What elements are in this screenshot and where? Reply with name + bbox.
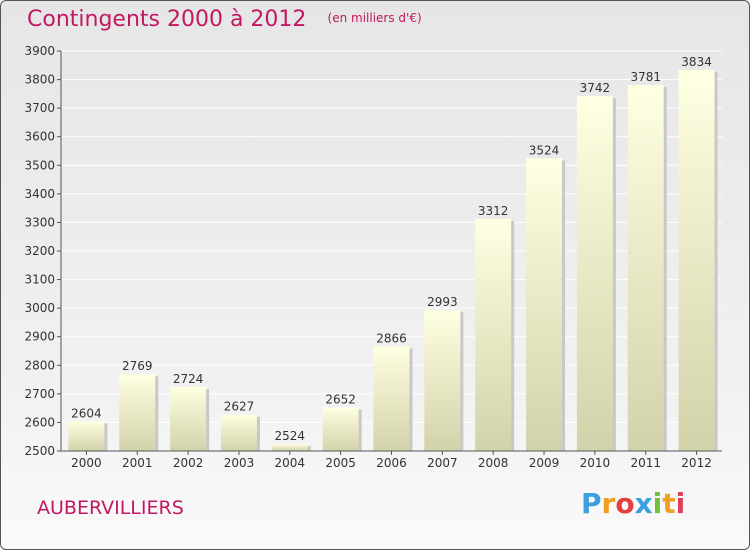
x-tick-label: 2005 xyxy=(325,456,356,470)
axis-layer: 2500 2600 2700 2800 2900 3000 3100 3200 3300 3400… xyxy=(24,44,722,470)
data-label: 3524 xyxy=(529,143,560,157)
data-label: 2993 xyxy=(427,295,458,309)
y-tick-label: 3900 xyxy=(24,44,55,58)
x-tick-label: 2006 xyxy=(376,456,407,470)
data-label: 2652 xyxy=(325,393,356,407)
data-label: 3742 xyxy=(580,81,611,95)
chart-subtitle: (en milliers d'€) xyxy=(327,11,422,25)
bar-2003 xyxy=(220,414,257,451)
bar-2000 xyxy=(68,421,105,451)
y-tick-label: 3100 xyxy=(24,273,55,287)
data-label: 3781 xyxy=(630,70,661,84)
y-tick-label: 3700 xyxy=(24,101,55,115)
y-tick-label: 2600 xyxy=(24,415,55,429)
x-tick-label: 2000 xyxy=(71,456,102,470)
x-tick-label: 2010 xyxy=(580,456,611,470)
bar-2010 xyxy=(576,96,613,452)
y-tick-label: 3800 xyxy=(24,73,55,87)
x-tick-label: 2001 xyxy=(122,456,153,470)
bar-2012 xyxy=(678,69,715,451)
city-name: AUBERVILLIERS xyxy=(37,497,184,519)
y-tick-label: 2500 xyxy=(24,444,55,458)
logo-letter: o xyxy=(615,487,635,520)
x-tick-label: 2004 xyxy=(275,456,306,470)
y-tick-label: 3500 xyxy=(24,158,55,172)
bar-2005 xyxy=(322,407,359,451)
bar-2001 xyxy=(119,374,156,451)
data-label: 2524 xyxy=(275,429,306,443)
bar-2002 xyxy=(170,387,207,451)
data-label: 3312 xyxy=(478,204,509,218)
label-layer: 2604 2769 2724 2627 2524 2652 2866 2993 3312 3524… xyxy=(71,55,712,443)
bar-layer xyxy=(68,69,718,452)
x-tick-label: 2012 xyxy=(681,456,712,470)
bar-2007 xyxy=(424,310,461,451)
data-label: 2866 xyxy=(376,331,407,345)
bar-2006 xyxy=(373,346,410,451)
logo-letter: t xyxy=(662,487,676,520)
y-tick-label: 3200 xyxy=(24,244,55,258)
bar-2009 xyxy=(526,158,563,451)
y-tick-label: 2700 xyxy=(24,387,55,401)
data-label: 2724 xyxy=(173,372,204,386)
x-tick-label: 2011 xyxy=(630,456,661,470)
title-wrap: Contingents 2000 à 2012 (en milliers d'€… xyxy=(27,7,422,32)
proxiti-logo: Proxiti xyxy=(581,487,685,520)
x-tick-label: 2003 xyxy=(224,456,255,470)
data-label: 3834 xyxy=(681,55,712,69)
bar-2004 xyxy=(271,444,308,451)
bar-2011 xyxy=(627,85,664,451)
bar-2008 xyxy=(475,219,512,451)
x-tick-label: 2007 xyxy=(427,456,458,470)
data-label: 2769 xyxy=(122,359,153,373)
x-tick-label: 2009 xyxy=(529,456,560,470)
logo-letter: i xyxy=(675,487,686,520)
data-label: 2604 xyxy=(71,406,102,420)
chart-title: Contingents 2000 à 2012 xyxy=(27,7,307,32)
logo-letter: x xyxy=(634,487,653,520)
y-tick-label: 3300 xyxy=(24,215,55,229)
logo-letter: r xyxy=(601,487,616,520)
data-label: 2627 xyxy=(224,400,255,414)
y-tick-label: 2900 xyxy=(24,330,55,344)
x-tick-label: 2008 xyxy=(478,456,509,470)
x-tick-label: 2002 xyxy=(173,456,204,470)
y-tick-label: 3400 xyxy=(24,187,55,201)
logo-letter: P xyxy=(581,487,602,520)
logo-letter: i xyxy=(652,487,663,520)
y-tick-label: 3000 xyxy=(24,301,55,315)
y-tick-label: 3600 xyxy=(24,130,55,144)
y-tick-label: 2800 xyxy=(24,358,55,372)
